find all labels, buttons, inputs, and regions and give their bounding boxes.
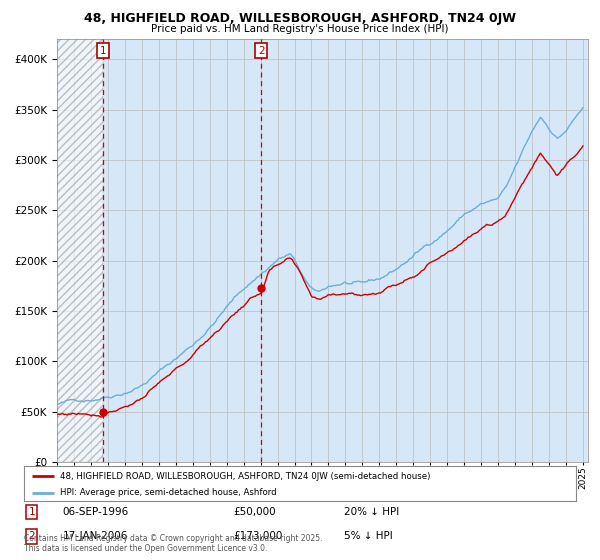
Text: Price paid vs. HM Land Registry's House Price Index (HPI): Price paid vs. HM Land Registry's House … <box>151 24 449 34</box>
Text: Contains HM Land Registry data © Crown copyright and database right 2025.
This d: Contains HM Land Registry data © Crown c… <box>24 534 323 553</box>
Text: 17-JAN-2006: 17-JAN-2006 <box>62 531 128 542</box>
Text: £50,000: £50,000 <box>234 507 277 517</box>
Text: 48, HIGHFIELD ROAD, WILLESBOROUGH, ASHFORD, TN24 0JW: 48, HIGHFIELD ROAD, WILLESBOROUGH, ASHFO… <box>84 12 516 25</box>
Bar <box>57 39 103 462</box>
Text: 2: 2 <box>28 531 35 542</box>
Text: HPI: Average price, semi-detached house, Ashford: HPI: Average price, semi-detached house,… <box>60 488 277 497</box>
Text: 48, HIGHFIELD ROAD, WILLESBOROUGH, ASHFORD, TN24 0JW (semi-detached house): 48, HIGHFIELD ROAD, WILLESBOROUGH, ASHFO… <box>60 472 430 480</box>
Text: 06-SEP-1996: 06-SEP-1996 <box>62 507 129 517</box>
Text: 1: 1 <box>28 507 35 517</box>
Text: £173,000: £173,000 <box>234 531 283 542</box>
Text: 1: 1 <box>100 45 106 55</box>
Text: 5% ↓ HPI: 5% ↓ HPI <box>344 531 393 542</box>
Text: 20% ↓ HPI: 20% ↓ HPI <box>344 507 400 517</box>
Text: 2: 2 <box>258 45 265 55</box>
